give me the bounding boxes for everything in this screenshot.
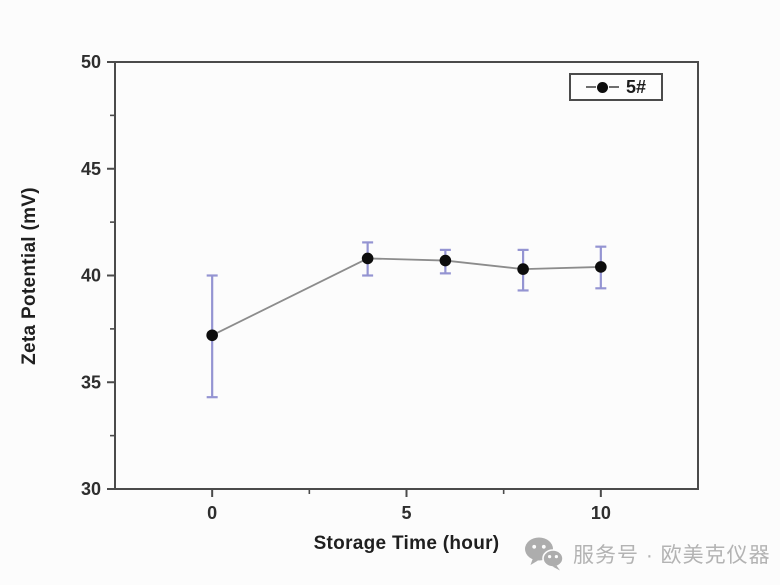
legend-series-label: 5#	[625, 76, 647, 97]
x-tick-label: 10	[591, 503, 611, 523]
data-point	[517, 263, 529, 275]
x-tick-label: 0	[207, 503, 217, 523]
watermark-text: 服务号 · 欧美克仪器	[573, 544, 771, 567]
y-tick-label: 45	[81, 159, 101, 179]
legend-box: 5#	[569, 73, 663, 101]
y-tick-label: 30	[81, 479, 101, 499]
y-tick-label: 40	[81, 266, 101, 286]
data-point	[595, 261, 607, 273]
y-tick-label: 35	[81, 372, 101, 392]
y-tick-label: 50	[81, 52, 101, 72]
watermark: 服务号 · 欧美克仪器	[524, 536, 771, 572]
x-axis-title: Storage Time (hour)	[313, 533, 500, 554]
y-axis-title: Zeta Potential (mV)	[19, 187, 40, 365]
series-line	[211, 257, 601, 337]
data-point	[439, 254, 452, 267]
x-tick-label: 5	[401, 503, 411, 523]
data-point	[361, 252, 374, 265]
wechat-icon	[524, 536, 564, 572]
plot-frame	[114, 61, 699, 490]
data-point	[206, 329, 218, 342]
legend-line-marker-icon	[585, 81, 619, 93]
